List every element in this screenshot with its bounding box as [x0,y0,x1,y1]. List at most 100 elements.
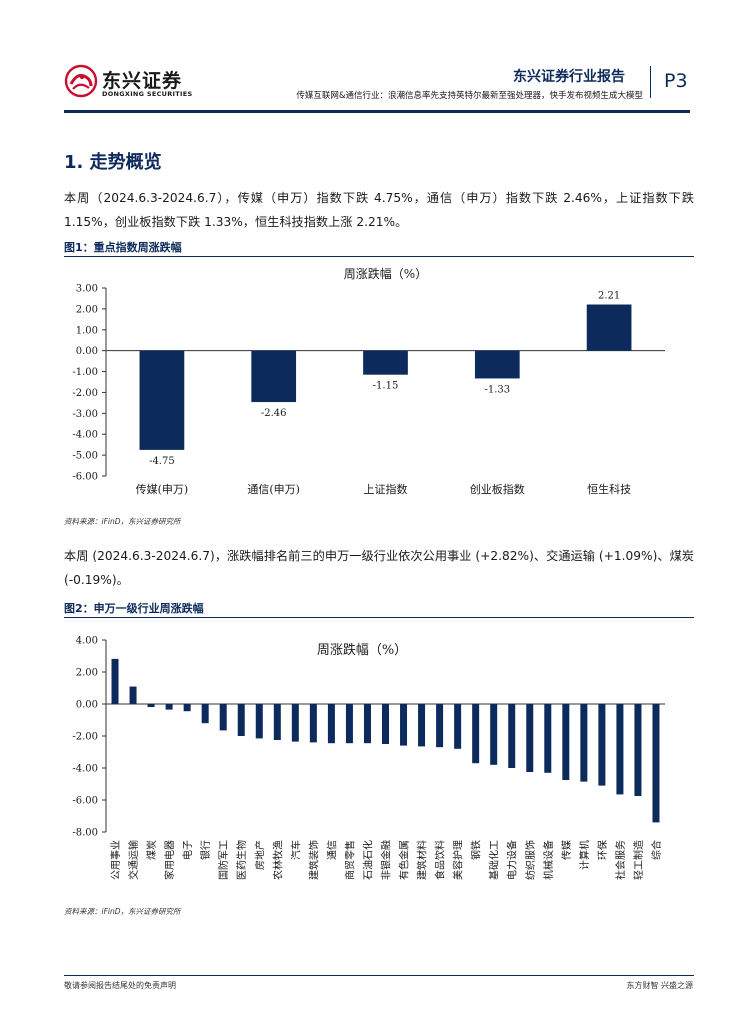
chart1-data-label: 2.21 [598,291,620,302]
index-weekly-change-chart: 周涨跌幅（%） 3.00 2.00 1.00 0.00 -1.00 -2.00 -3.00 -4… [72,266,665,496]
chart2-bar [580,704,588,782]
chart2-x-tick-label: 商贸零售 [343,840,356,880]
chart2-bar [490,704,498,765]
chart2-x-tick-label: 家用电器 [163,840,176,880]
chart2-bar [165,704,173,710]
chart1-x-tick-label: 通信(申万) [247,483,300,496]
chart2-x-tick-label: 钢铁 [470,840,483,860]
page-header: 东兴证券 DONGXING SECURITIES 东兴证券行业报告 P3 传媒互… [0,0,755,120]
chart1-bar [139,350,185,450]
chart2-bar [309,704,317,743]
chart2-bar [418,704,426,747]
chart1-y-tick-label: 0.00 [76,346,98,357]
chart2-x-tick-label: 公用事业 [109,840,122,880]
chart2-bar [616,704,624,795]
chart2-y-tick-label: -4.00 [72,764,98,775]
chart2-bar [472,704,480,764]
chart2-bar [598,704,606,786]
chart1-y-tick-label: -5.00 [72,451,98,462]
chart1-x-tick-label: 创业板指数 [470,482,525,496]
chart2-x-tick-label: 美容护理 [452,840,465,880]
section-title: 1. 走势概览 [64,152,162,173]
chart2-x-tick-label: 银行 [199,840,212,860]
figure1-source: 资料来源：iFinD，东兴证券研究所 [64,517,181,526]
footer-disclaimer: 敬请参阅报告结尾处的免责声明 [64,981,176,990]
chart1-bar [474,350,520,379]
chart2-bar [382,704,389,744]
report-type-label: 东兴证券行业报告 [513,69,625,85]
chart2-x-tick-label: 食品饮料 [434,840,447,880]
logo-text-cn: 东兴证券 [102,70,183,92]
header-rule [64,110,690,113]
chart1-y-tick-label: 2.00 [76,304,98,315]
chart2-bar [562,704,570,780]
chart2-bar [508,704,516,768]
chart2-x-tick-label: 交通运输 [127,840,140,880]
chart2-bar [652,704,660,823]
chart2-x-tick-label: 建筑材料 [416,840,429,880]
chart1-data-label: -4.75 [149,456,175,467]
paragraph-industry-summary: 本周 (2024.6.3-2024.6.7)，涨跌幅排名前三的申万一级行业依次公… [64,549,694,587]
chart2-bar [183,704,191,712]
chart1-data-label: -1.15 [373,381,399,392]
chart2-x-tick-label: 电力设备 [506,840,519,880]
chart2-bar [436,704,444,748]
header-divider [650,66,651,98]
page-number: P3 [664,70,688,92]
chart2-bar [345,704,353,744]
chart2-y-tick-label: -8.00 [72,828,98,839]
chart2-y-tick-label: 2.00 [76,668,98,679]
chart2-x-tick-label: 非银金融 [380,840,393,880]
chart2-x-tick-label: 建筑装饰 [307,840,320,880]
chart2-x-tick-label: 石油石化 [361,840,374,880]
chart2-bar [400,704,408,746]
chart2-x-tick-label: 传媒 [561,840,573,860]
chart2-bar [634,704,642,796]
logo-text-en: DONGXING SECURITIES [102,90,193,98]
chart2-bar [255,704,263,739]
chart2-y-tick-label: -6.00 [72,796,98,807]
chart2-x-tick-label: 轻工制造 [632,840,645,880]
chart2-y-tick-label: -2.00 [72,732,98,743]
chart2-x-tick-label: 农林牧渔 [271,840,284,880]
chart2-x-tick-label: 有色金属 [398,840,411,880]
chart2-x-tick-label: 社会服务 [614,840,627,880]
chart1-bar [586,304,632,351]
chart2-bar [454,704,462,749]
chart1-data-label: -2.46 [261,408,287,419]
chart2-y-tick-label: 4.00 [76,636,98,647]
figure2-title: 图2：申万一级行业周涨跌幅 [64,602,204,615]
chart2-bar [237,704,245,736]
paragraph-index-summary: 本周（2024.6.3-2024.6.7），传媒（申万）指数下跌 4.75%，通… [64,191,694,229]
chart2-x-tick-label: 煤炭 [145,840,158,860]
chart2-x-tick-label: 机械设备 [542,840,555,880]
chart2-bar [201,704,209,724]
chart2-x-tick-label: 环保 [596,840,609,860]
chart2-bar [291,704,299,742]
chart2-bar [219,704,227,731]
chart1-y-tick-label: -6.00 [72,472,98,483]
chart2-bar [129,686,137,704]
chart1-data-label: -1.33 [484,384,510,395]
chart1-x-tick-label: 传媒(申万) [136,483,189,496]
chart2-bar [147,704,155,708]
chart2-x-tick-label: 国防军工 [217,840,230,880]
footer-rule [64,975,694,976]
dongxing-logo-icon [64,64,98,98]
chart2-bar [363,704,371,744]
chart2-x-tick-label: 医药生物 [235,840,248,880]
chart1-y-tick-label: 1.00 [76,325,98,336]
chart2-x-tick-label: 汽车 [289,840,302,860]
chart2-x-tick-label: 电子 [181,840,194,860]
chart1-y-tick-label: -2.00 [72,388,98,399]
chart2-x-tick-label: 纺织服饰 [524,840,537,880]
chart2-x-tick-label: 计算机 [578,840,591,870]
chart2-x-tick-label: 通信 [326,840,338,860]
chart1-y-tick-label: -1.00 [72,367,98,378]
footer-slogan: 东方财智 兴盛之源 [626,981,693,990]
chart1-y-tick-label: -4.00 [72,430,98,441]
figure1-rule [64,256,694,257]
figure2-source: 资料来源：iFinD，东兴证券研究所 [64,907,181,916]
chart2-bar [544,704,552,773]
chart1-y-tick-label: -3.00 [72,409,98,420]
